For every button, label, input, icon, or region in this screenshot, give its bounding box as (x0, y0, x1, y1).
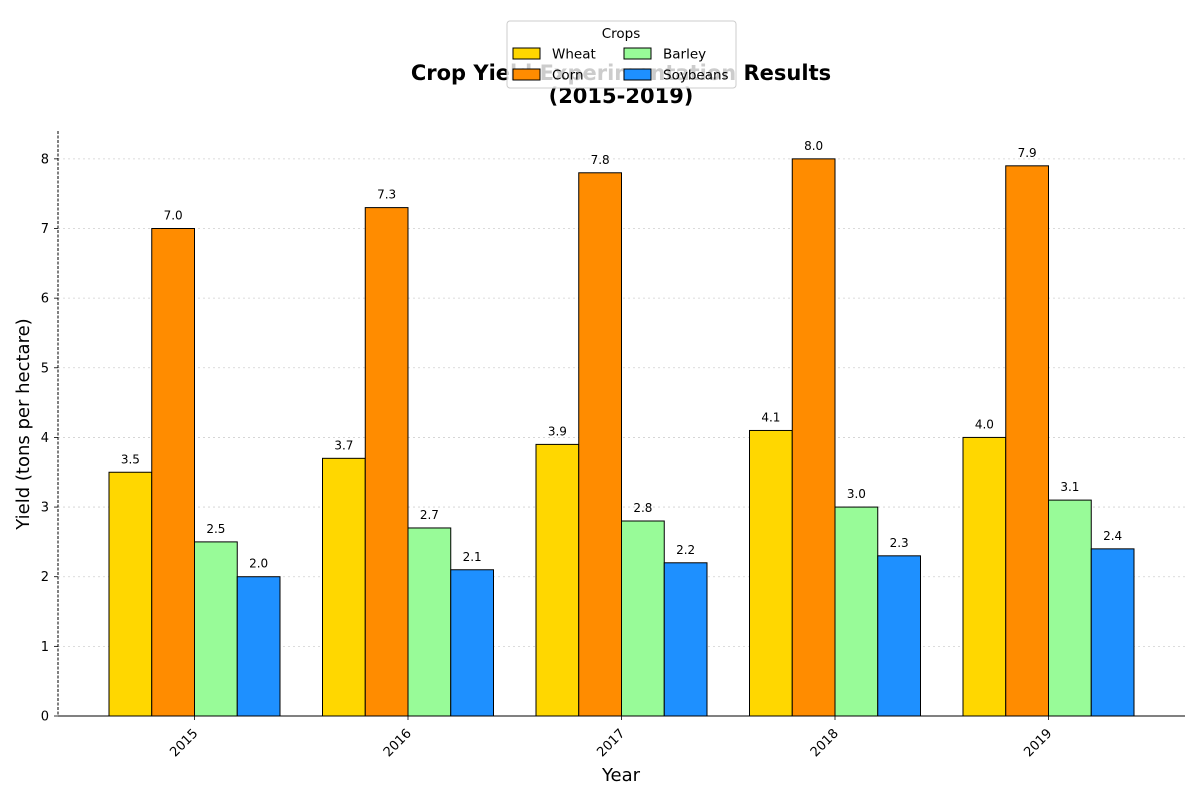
data-label: 7.0 (164, 209, 183, 223)
x-tick-label: 2015 (167, 726, 201, 760)
data-label: 3.9 (548, 424, 567, 438)
data-label: 3.0 (847, 487, 866, 501)
legend-swatch-soybeans (623, 68, 652, 81)
y-tick-label: 1 (41, 640, 49, 655)
data-label: 3.7 (334, 438, 353, 452)
bar-barley-2017 (621, 520, 665, 717)
bar-barley-2018 (834, 506, 879, 717)
legend-label-corn: Corn (552, 68, 584, 84)
y-tick-label: 3 (41, 501, 49, 516)
y-tick-label: 0 (41, 710, 49, 725)
data-label: 3.5 (121, 452, 140, 466)
data-label: 2.2 (676, 543, 695, 557)
data-label: 2.5 (206, 522, 225, 536)
bar-wheat-2015 (108, 471, 153, 717)
x-tick-label: 2016 (381, 726, 415, 760)
legend: Crops Wheat Corn Barley Soybeans (506, 20, 737, 89)
data-label: 2.7 (420, 508, 439, 522)
legend-swatch-barley (623, 47, 652, 60)
data-label: 8.0 (804, 139, 823, 153)
y-tick-label: 5 (41, 361, 49, 376)
bar-wheat-2017 (535, 443, 580, 717)
y-tick-label: 8 (41, 152, 49, 167)
bar-corn-2016 (364, 207, 409, 717)
y-axis-label: Yield (tons per hectare) (13, 318, 34, 530)
bars (108, 158, 1135, 717)
legend-swatch-wheat (512, 47, 541, 60)
data-label: 7.9 (1018, 146, 1037, 160)
bar-barley-2015 (194, 541, 238, 717)
bar-wheat-2018 (749, 429, 793, 717)
bar-corn-2019 (1005, 165, 1049, 717)
data-label: 2.8 (633, 501, 652, 515)
bar-corn-2015 (151, 228, 195, 717)
y-tick-label: 2 (41, 570, 49, 585)
data-label: 2.0 (249, 557, 268, 571)
legend-frame (506, 20, 737, 89)
y-tick-label: 4 (41, 431, 49, 446)
data-label: 2.4 (1103, 529, 1122, 543)
bar-barley-2016 (407, 527, 452, 717)
legend-swatch-corn (512, 68, 541, 81)
x-tick-label: 2017 (594, 726, 628, 760)
bar-soybeans-2015 (236, 576, 281, 717)
legend-label-soybeans: Soybeans (663, 68, 729, 84)
data-label: 7.8 (591, 153, 610, 167)
bar-barley-2019 (1048, 499, 1092, 717)
bar-corn-2018 (791, 158, 836, 717)
legend-label-wheat: Wheat (552, 47, 596, 63)
x-tick-label: 2018 (808, 726, 842, 760)
y-tick-label: 7 (41, 222, 49, 237)
legend-label-barley: Barley (663, 47, 706, 63)
data-label: 2.3 (890, 536, 909, 550)
bar-soybeans-2017 (663, 562, 708, 717)
x-axis-label: Year (601, 765, 641, 786)
x-tick-label: 2019 (1021, 726, 1055, 760)
data-label: 4.0 (975, 417, 994, 431)
bar-soybeans-2016 (450, 569, 494, 717)
data-label: 7.3 (377, 188, 396, 202)
data-labels: 3.5 3.7 3.9 4.1 4.0 7.0 7.3 7.8 8.0 7.9 2.5 2.7 2.8 3… (121, 139, 1122, 571)
bar-wheat-2019 (962, 436, 1007, 717)
data-label: 2.1 (463, 550, 482, 564)
y-tick-label: 6 (41, 292, 49, 307)
data-label: 3.1 (1060, 480, 1079, 494)
data-label: 4.1 (761, 410, 780, 424)
bar-wheat-2016 (322, 457, 366, 717)
bar-soybeans-2018 (877, 555, 921, 717)
bar-soybeans-2019 (1090, 548, 1135, 717)
legend-title: Crops (602, 26, 641, 42)
bar-corn-2017 (578, 172, 622, 717)
